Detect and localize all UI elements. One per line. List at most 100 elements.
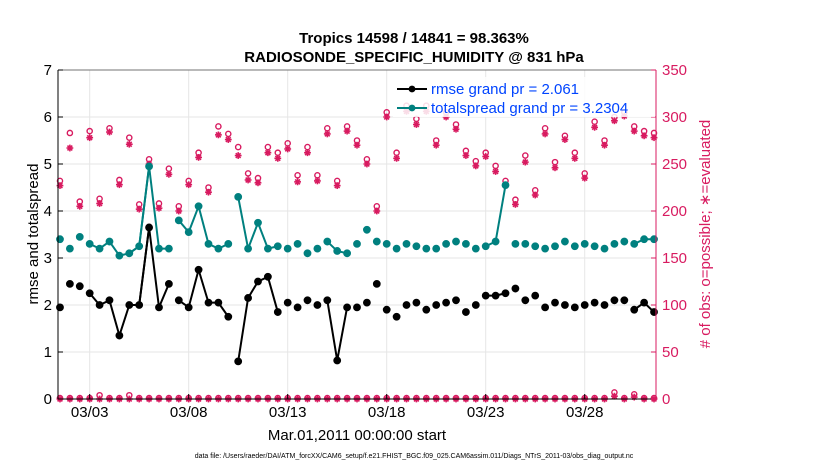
- y-right-tick-label-3: 150: [662, 250, 687, 267]
- obs-possible-point-11: [165, 165, 173, 172]
- spread-point-21: [263, 244, 272, 253]
- obs-evaluated-point-54: [591, 123, 599, 131]
- spread-point-19: [244, 244, 252, 253]
- rmse-point-38: [432, 301, 441, 309]
- y-right-tick-label-0: 0: [662, 391, 670, 408]
- rmse-point-34: [392, 312, 401, 321]
- obs-evaluated-point-56: [611, 117, 618, 125]
- obs-evaluated-point-18: [234, 152, 242, 159]
- obs-evaluated-point-55: [601, 141, 608, 149]
- spread-point-49: [541, 244, 550, 253]
- spread-point-9: [145, 162, 153, 171]
- rmse-point-1: [65, 279, 74, 288]
- rmse-point-5: [105, 296, 114, 305]
- axes: 03/03 03/08 03/13 03/18 03/23 03/28 0 1 2 3 4 5 6 7 0 5…: [44, 62, 687, 421]
- obs-evaluated-point-5: [106, 128, 113, 136]
- rmse-point-16: [214, 298, 223, 307]
- rmse-line-segment-3: [197, 269, 230, 318]
- rmse-point-42: [471, 301, 480, 309]
- obs-possible-point-54: [591, 118, 598, 125]
- obs-possible-point-17: [224, 130, 232, 138]
- y-left-tick-label-4: 4: [44, 203, 52, 220]
- spread-point-58: [630, 240, 639, 248]
- rmse-point-41: [462, 308, 470, 316]
- obs-possible-point-22: [274, 149, 282, 157]
- rmse-point-51: [561, 301, 569, 309]
- spread-point-26: [313, 244, 322, 253]
- legend-rmse-marker: [408, 85, 416, 93]
- spread-point-3: [85, 240, 94, 248]
- obs-evaluated-point-59: [640, 132, 648, 140]
- rmse-point-58: [630, 305, 639, 314]
- spread-point-24: [293, 240, 302, 248]
- rmse-point-10: [155, 303, 163, 312]
- spread-point-53: [580, 240, 589, 248]
- rmse-point-53: [580, 301, 589, 309]
- y-left-tick-label-6: 6: [44, 109, 52, 126]
- spread-point-17: [224, 240, 233, 248]
- rmse-point-7: [125, 301, 134, 309]
- spread-point-12: [174, 216, 183, 225]
- y-left-tick-label-3: 3: [44, 250, 52, 267]
- obs-possible-point-18: [234, 143, 242, 151]
- rmse-point-22: [273, 308, 282, 316]
- spread-point-41: [462, 240, 470, 248]
- rmse-point-45: [501, 289, 510, 298]
- legend-spread-marker: [408, 104, 416, 112]
- spread-point-23: [283, 244, 292, 253]
- obs-evaluated-point-3: [86, 134, 94, 142]
- rmse-point-32: [372, 279, 381, 288]
- spread-point-40: [452, 237, 460, 246]
- obs-evaluated-point-11: [165, 170, 173, 178]
- obs-evaluated-point-19: [244, 176, 252, 184]
- y-left-tick-label-5: 5: [44, 156, 52, 173]
- rmse-point-15: [204, 298, 213, 307]
- rmse-point-13: [184, 303, 193, 312]
- spread-point-30: [353, 240, 361, 248]
- rmse-point-6: [115, 331, 124, 340]
- obs-evaluated-point-24: [294, 178, 301, 186]
- obs-evaluated-point-36: [413, 121, 420, 128]
- obs-evaluated-point-34: [393, 154, 401, 162]
- obs-evaluated-point-48: [531, 191, 539, 199]
- obs-evaluated-point-58: [630, 127, 638, 135]
- rmse-point-36: [412, 298, 421, 307]
- rmse-point-27: [323, 296, 332, 305]
- rmse-point-28: [333, 356, 342, 365]
- spread-point-51: [561, 237, 569, 246]
- spread-point-37: [422, 244, 431, 253]
- rmse-point-29: [343, 303, 351, 312]
- obs-possible-point-7: [125, 134, 133, 141]
- plot-area: [56, 102, 658, 403]
- obs-evaluated-point-40: [452, 125, 460, 133]
- obs-evaluated-point-43: [482, 153, 490, 160]
- rmse-point-43: [481, 291, 490, 300]
- obs-evaluated-point-46: [512, 201, 519, 208]
- obs-evaluated-point-41: [462, 152, 470, 159]
- obs-evaluated-point-8: [135, 205, 143, 213]
- spread-point-36: [412, 242, 421, 251]
- obs-evaluated-point-27: [323, 130, 331, 138]
- y-left-tick-label-1: 1: [44, 344, 52, 361]
- obs-evaluated-point-42: [472, 162, 480, 170]
- obs-possible-point-19: [244, 170, 252, 177]
- obs-evaluated-point-6: [115, 181, 123, 189]
- rmse-point-18: [234, 357, 243, 366]
- obs-possible-point-3: [86, 127, 93, 135]
- rmse-point-33: [382, 305, 391, 314]
- spread-point-10: [155, 244, 163, 253]
- y-right-tick-label-6: 300: [662, 109, 687, 126]
- rmse-point-56: [610, 296, 619, 305]
- obs-possible-point-1: [66, 129, 74, 137]
- spread-point-38: [432, 244, 441, 253]
- obs-evaluated-point-17: [224, 136, 232, 143]
- spread-line-segment-6: [485, 184, 507, 248]
- obs-possible-point-16: [215, 123, 222, 130]
- obs-evaluated-point-20: [254, 179, 262, 187]
- rmse-point-54: [590, 298, 599, 307]
- obs-evaluated-point-23: [284, 145, 292, 153]
- legend-box: [393, 77, 655, 117]
- obs-evaluated-point-25: [304, 149, 311, 157]
- y-right-tick-label-2: 100: [662, 297, 687, 314]
